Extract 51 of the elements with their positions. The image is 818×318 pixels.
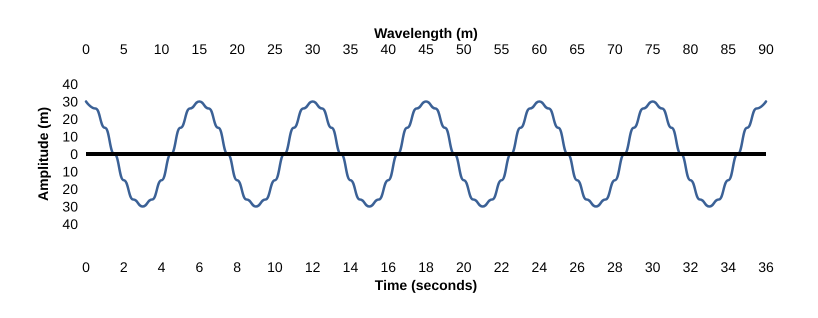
x2-tick-label: 85 xyxy=(720,41,736,57)
y-tick-label: 30 xyxy=(62,198,78,214)
x2-tick-label: 25 xyxy=(267,41,283,57)
x2-tick-label: 40 xyxy=(380,41,396,57)
line-series xyxy=(84,100,768,208)
x2-tick-label: 0 xyxy=(82,41,90,57)
x2-tick-label: 50 xyxy=(456,41,472,57)
y-tick-label: 10 xyxy=(62,164,78,180)
x2-tick-label: 70 xyxy=(607,41,623,57)
x2-tick-label: 15 xyxy=(192,41,208,57)
x-tick-label: 20 xyxy=(456,259,472,275)
x2-tick-label: 65 xyxy=(569,41,586,57)
x2-tick-label: 45 xyxy=(418,41,434,57)
x2-tick-label: 30 xyxy=(304,41,321,57)
x2-tick-label: 90 xyxy=(758,41,774,57)
y-tick-label: 0 xyxy=(70,146,78,162)
x2-tick-label: 10 xyxy=(154,41,170,57)
x-tick-label: 6 xyxy=(195,259,204,275)
x-tick-label: 0 xyxy=(82,259,90,275)
x-tick-label: 28 xyxy=(607,259,623,275)
y-tick-label: 40 xyxy=(62,216,78,232)
x-tick-label: 12 xyxy=(304,259,321,275)
x-tick-label: 32 xyxy=(682,259,698,275)
x-tick-label: 30 xyxy=(644,259,661,275)
y-tick-label: 20 xyxy=(62,181,78,197)
x2-tick-label: 35 xyxy=(342,41,358,57)
x-axis-title: Time (seconds) xyxy=(374,277,478,293)
y-tick-label: 20 xyxy=(62,111,78,127)
x-tick-label: 36 xyxy=(758,259,774,275)
y-tick-label: 30 xyxy=(62,94,78,110)
x-tick-label: 16 xyxy=(380,259,396,275)
x2-tick-label: 20 xyxy=(229,41,246,57)
x-tick-label: 24 xyxy=(532,259,548,275)
y-tick-label: 40 xyxy=(62,76,78,92)
y-tick-label: 10 xyxy=(62,128,78,144)
x2-tick-label: 80 xyxy=(682,41,698,57)
x-tick-label: 18 xyxy=(418,259,434,275)
y-axis-title: Amplitude (m) xyxy=(35,106,51,202)
x-tick-label: 26 xyxy=(569,259,586,275)
x-tick-label: 10 xyxy=(267,259,283,275)
x2-tick-label: 55 xyxy=(494,41,510,57)
x-tick-label: 34 xyxy=(720,259,736,275)
x2-axis-title: Wavelength (m) xyxy=(374,25,478,41)
x-tick-label: 2 xyxy=(120,259,128,275)
x-tick-label: 8 xyxy=(233,259,242,275)
x-tick-label: 14 xyxy=(342,259,358,275)
x2-tick-label: 60 xyxy=(532,41,548,57)
x-tick-label: 4 xyxy=(158,259,166,275)
x2-tick-label: 5 xyxy=(120,41,128,57)
x2-tick-label: 75 xyxy=(644,41,661,57)
x-tick-label: 22 xyxy=(494,259,510,275)
